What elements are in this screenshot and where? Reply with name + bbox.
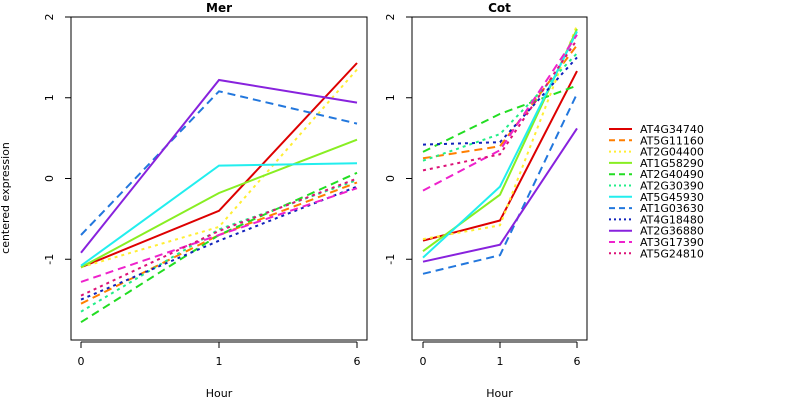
legend-item-at4g34740: AT4G34740 bbox=[609, 123, 704, 136]
legend-item-at1g58290: AT1G58290 bbox=[609, 157, 704, 170]
legend-label: AT4G34740 bbox=[640, 123, 704, 136]
series-line-at2g04400 bbox=[80, 68, 358, 269]
series-line-at5g45930 bbox=[80, 162, 358, 267]
legend-item-at5g45930: AT5G45930 bbox=[609, 191, 704, 204]
legend-item-at1g03630: AT1G03630 bbox=[609, 202, 704, 215]
legend-item-at2g40490: AT2G40490 bbox=[609, 168, 704, 181]
legend-item-at5g11160: AT5G11160 bbox=[609, 134, 704, 147]
y-tick-label: 1 bbox=[384, 94, 397, 101]
x-tick-label: 6 bbox=[354, 355, 361, 368]
y-axis-label: centered expression bbox=[0, 142, 12, 254]
series-line-at2g30390 bbox=[422, 52, 578, 162]
legend-label: AT1G03630 bbox=[640, 202, 704, 215]
series-line-at3g17390 bbox=[422, 34, 578, 192]
legend: AT4G34740AT5G11160AT2G04400AT1G58290AT2G… bbox=[609, 123, 704, 260]
series-line-at5g45930 bbox=[422, 31, 578, 259]
series-line-at4g34740 bbox=[422, 70, 578, 242]
x-tick-label: 6 bbox=[574, 355, 581, 368]
legend-label: AT3G17390 bbox=[640, 236, 704, 249]
series-line-at2g40490 bbox=[80, 171, 358, 324]
legend-label: AT1G58290 bbox=[640, 157, 704, 170]
legend-label: AT2G30390 bbox=[640, 180, 704, 193]
legend-item-at2g36880: AT2G36880 bbox=[609, 225, 704, 238]
series-line-at2g36880 bbox=[80, 78, 358, 254]
series-line-at2g36880 bbox=[422, 127, 578, 263]
x-tick-label: 0 bbox=[420, 355, 427, 368]
panel-title: Cot bbox=[488, 1, 511, 15]
series-line-at2g40490 bbox=[422, 84, 578, 153]
legend-item-at3g17390: AT3G17390 bbox=[609, 236, 704, 249]
legend-item-at2g30390: AT2G30390 bbox=[609, 180, 704, 193]
legend-label: AT2G40490 bbox=[640, 168, 704, 181]
chart-panels: Mer -1 0 1 2 0 1 6 Hour Cot -1 0 1 2 0 1 6 Hour bbox=[43, 1, 588, 400]
x-tick-label: 1 bbox=[497, 355, 504, 368]
legend-label: AT4G18480 bbox=[640, 213, 704, 226]
panel-cot: Cot -1 0 1 2 0 1 6 Hour bbox=[384, 1, 588, 400]
legend-label: AT5G45930 bbox=[640, 191, 704, 204]
panel-mer: Mer -1 0 1 2 0 1 6 Hour bbox=[43, 1, 368, 400]
y-tick-label: -1 bbox=[43, 254, 56, 265]
y-tick-label: 2 bbox=[43, 14, 56, 21]
y-tick-label: 1 bbox=[43, 94, 56, 101]
series-line-at5g11160 bbox=[80, 181, 358, 305]
y-tick-label: 2 bbox=[384, 14, 397, 21]
series-line-at1g03630 bbox=[80, 90, 358, 236]
legend-item-at5g24810: AT5G24810 bbox=[609, 247, 704, 260]
series-line-at4g18480 bbox=[80, 185, 358, 301]
legend-label: AT5G24810 bbox=[640, 247, 704, 260]
plot-frame bbox=[70, 16, 368, 341]
x-tick-label: 1 bbox=[216, 355, 223, 368]
x-axis-label: Hour bbox=[486, 387, 513, 400]
legend-item-at2g04400: AT2G04400 bbox=[609, 146, 704, 159]
legend-label: AT2G04400 bbox=[640, 146, 704, 159]
legend-item-at4g18480: AT4G18480 bbox=[609, 213, 704, 226]
series-line-at5g24810 bbox=[80, 177, 358, 297]
y-tick-label: 0 bbox=[384, 175, 397, 182]
series-line-at1g03630 bbox=[422, 93, 578, 275]
series-line-at2g04400 bbox=[422, 24, 578, 241]
x-axis-label: Hour bbox=[206, 387, 233, 400]
panel-title: Mer bbox=[206, 1, 232, 15]
legend-label: AT5G11160 bbox=[640, 134, 704, 147]
y-tick-label: 0 bbox=[43, 175, 56, 182]
series-line-at1g58290 bbox=[422, 28, 578, 253]
series-line-at4g18480 bbox=[422, 56, 578, 146]
legend-label: AT2G36880 bbox=[640, 225, 704, 238]
series-line-at5g24810 bbox=[422, 39, 578, 172]
y-tick-label: -1 bbox=[384, 254, 397, 265]
x-tick-label: 0 bbox=[78, 355, 85, 368]
series-line-at3g17390 bbox=[80, 187, 358, 283]
series-line-at1g58290 bbox=[80, 138, 358, 269]
